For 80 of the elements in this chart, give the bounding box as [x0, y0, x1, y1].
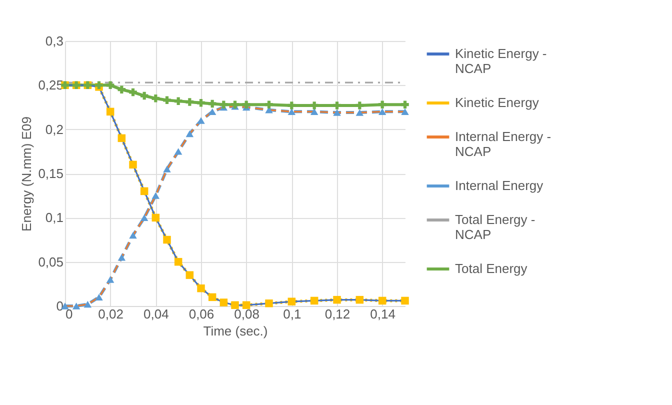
point — [231, 100, 239, 108]
point — [106, 108, 114, 116]
x-tick-label: 0,1 — [283, 306, 302, 322]
point — [310, 296, 318, 305]
y-tick-label: 0,3 — [45, 34, 64, 48]
point — [378, 100, 386, 108]
x-tick-label: 0,08 — [234, 306, 260, 322]
point — [186, 98, 194, 106]
point — [288, 298, 296, 306]
point — [401, 100, 409, 108]
point — [163, 236, 171, 244]
y-tick-label: 0,15 — [38, 166, 64, 181]
point — [288, 102, 296, 110]
point — [197, 98, 205, 107]
point — [118, 134, 126, 142]
point — [208, 100, 216, 108]
point — [174, 97, 182, 105]
x-tick-label: 0,02 — [98, 306, 124, 322]
x-tick-label: 0,12 — [324, 306, 350, 322]
point — [208, 293, 216, 302]
point — [152, 192, 160, 199]
point — [129, 160, 137, 169]
point — [129, 232, 137, 239]
point — [152, 94, 160, 102]
point — [356, 296, 364, 304]
y-tick-label: 0,2 — [45, 122, 64, 137]
point — [231, 301, 239, 309]
point — [118, 86, 126, 94]
point — [106, 276, 114, 283]
legend-label: Kinetic Energy — [455, 95, 540, 110]
point — [140, 187, 148, 196]
x-tick-label: 0,14 — [370, 306, 396, 322]
point — [242, 100, 250, 108]
point — [140, 214, 148, 222]
x-tick-label: 0,06 — [188, 306, 214, 322]
legend-label: Total Energy — [455, 261, 528, 276]
point — [378, 296, 386, 305]
point — [163, 166, 171, 172]
point — [118, 254, 126, 261]
point — [208, 108, 216, 116]
x-tick-label: 0 — [66, 306, 73, 322]
y-tick-label: 0,05 — [38, 254, 64, 270]
point — [401, 296, 409, 305]
y-axis-title: Energy (N.mm) E09 — [19, 116, 34, 232]
point — [310, 108, 318, 116]
point — [95, 294, 103, 301]
point — [220, 100, 228, 108]
point — [356, 109, 364, 116]
legend-label: Internal Energy - NCAP — [455, 129, 552, 159]
point — [186, 130, 194, 138]
point — [174, 148, 182, 155]
point — [356, 102, 364, 110]
point — [310, 102, 318, 110]
point — [265, 100, 273, 108]
point — [84, 300, 92, 308]
legend-label: Kinetic Energy - NCAP — [455, 46, 547, 76]
point — [129, 88, 137, 96]
point — [265, 299, 273, 308]
point — [378, 108, 386, 116]
legend-label: Internal Energy — [455, 178, 544, 193]
point — [288, 108, 296, 116]
x-tick-label: 0,04 — [144, 306, 169, 322]
point — [333, 102, 341, 110]
point — [401, 108, 409, 116]
legend-label: Total Energy - NCAP — [455, 212, 536, 242]
point — [72, 302, 80, 310]
point — [186, 271, 194, 279]
point — [140, 92, 148, 100]
point — [197, 117, 205, 124]
point — [197, 284, 205, 292]
point — [333, 109, 341, 116]
point — [106, 81, 114, 90]
point — [163, 96, 171, 104]
x-axis-title: Time (sec.) — [203, 324, 268, 338]
point — [333, 296, 341, 304]
point — [220, 298, 228, 306]
point — [242, 301, 250, 309]
point — [152, 214, 160, 222]
y-tick-label: 0,1 — [45, 210, 64, 226]
point — [174, 258, 182, 266]
